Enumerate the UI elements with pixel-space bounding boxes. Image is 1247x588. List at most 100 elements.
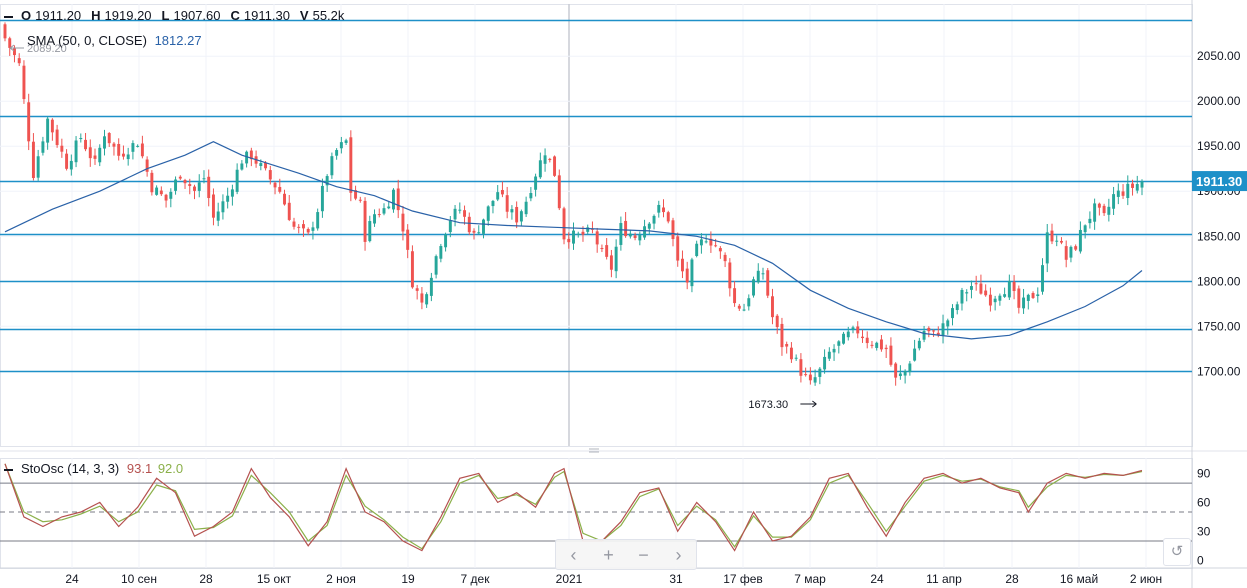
candle-body [1041, 265, 1044, 292]
candle-up [1045, 224, 1049, 273]
candle-up [103, 129, 106, 156]
candle-down [17, 53, 21, 67]
candle-body [325, 176, 329, 186]
candle-body [718, 248, 722, 252]
candle-up [320, 178, 324, 218]
candle-body [1031, 293, 1035, 298]
candle-down [396, 179, 400, 219]
candle-up [126, 147, 130, 166]
candle-down [121, 145, 125, 160]
candle-up [311, 221, 315, 240]
candle-up [221, 194, 225, 220]
candle-down [50, 118, 54, 141]
candle-up [491, 199, 495, 214]
candle-body [3, 24, 7, 39]
candle-body [1074, 246, 1078, 250]
candle-up [842, 331, 846, 345]
candle-down [193, 184, 196, 200]
candle-up [752, 276, 755, 298]
candle-body [174, 179, 178, 191]
candle-body [235, 169, 239, 192]
candle-up [643, 219, 647, 240]
candle-up [330, 152, 334, 179]
candle-body [690, 259, 694, 287]
candle-up [74, 136, 78, 168]
candle-up [832, 344, 836, 361]
candle-up [235, 163, 239, 195]
stoch-legend[interactable]: StoOsc (14, 3, 3) 93.1 92.0 [4, 461, 183, 476]
candle-up [699, 233, 703, 254]
candle-down [84, 132, 88, 152]
candle-body [695, 243, 699, 256]
candle-body [287, 202, 291, 220]
close-value: 1911.30 [243, 8, 290, 23]
candle-up [339, 136, 343, 154]
candle-up [197, 174, 201, 198]
candle-body [529, 192, 533, 199]
candle-body [221, 201, 225, 213]
osc-axis-label: 30 [1197, 524, 1211, 538]
candle-down [159, 186, 163, 196]
collapse-icon[interactable] [4, 15, 13, 18]
candle-body [477, 232, 481, 234]
candle-body [898, 373, 902, 377]
candle-up [747, 294, 751, 311]
candle-down [306, 227, 310, 236]
candle-body [1050, 230, 1054, 242]
candle-body [865, 337, 869, 344]
scroll-right-button[interactable]: › [675, 544, 682, 565]
candle-down [363, 197, 367, 251]
candle-body [917, 340, 921, 349]
candle-down [733, 281, 737, 307]
candle-body [1069, 246, 1073, 258]
candle-down [780, 317, 784, 356]
candle-body [1036, 294, 1040, 297]
candle-body [482, 219, 485, 234]
candle-body [335, 150, 339, 156]
scroll-left-button[interactable]: ‹ [570, 544, 577, 565]
zoom-in-button[interactable]: + [603, 544, 614, 565]
candle-down [278, 178, 282, 194]
candle-body [17, 58, 21, 64]
candle-body [1131, 183, 1134, 188]
candle-down [775, 314, 779, 334]
candle-up [543, 148, 547, 172]
candle-body [240, 163, 244, 170]
candle-body [368, 221, 372, 242]
candle-up [1126, 175, 1130, 206]
candle-body [553, 156, 557, 176]
price-axis-label: 2000.00 [1197, 94, 1241, 108]
candle-down [406, 224, 410, 259]
candle-body [316, 212, 320, 229]
candle-body [818, 368, 822, 377]
collapse-icon[interactable] [4, 468, 13, 471]
candle-down [1050, 223, 1054, 245]
high-annotation: 2089.20 [27, 43, 67, 55]
candle-body [126, 154, 130, 160]
candle-down [988, 287, 992, 312]
candle-down [718, 246, 722, 259]
candle-down [3, 22, 7, 42]
reset-chart-button[interactable]: ↺ [1163, 538, 1191, 566]
candle-down [117, 138, 121, 161]
candle-body [93, 155, 97, 159]
candle-body [320, 185, 324, 212]
candle-up [913, 339, 917, 362]
candle-down [415, 284, 419, 300]
candle-body [259, 163, 263, 167]
candle-body [392, 189, 395, 210]
sma-legend[interactable]: SMA (50, 0, CLOSE) 1812.27 [27, 33, 202, 48]
candle-up [240, 160, 244, 171]
candle-body [121, 153, 125, 157]
candle-down [595, 227, 599, 253]
candle-down [500, 181, 504, 198]
candle-down [624, 212, 628, 238]
zoom-out-button[interactable]: − [638, 544, 649, 565]
ohlcv-legend: O 1911.20 H 1919.20 L 1907.60 C 1911.30 V 55.2k [4, 8, 354, 23]
candle-body [837, 341, 841, 346]
candle-down [93, 148, 97, 165]
candle-up [98, 144, 102, 167]
candle-body [1003, 294, 1007, 297]
candle-body [1135, 184, 1139, 191]
